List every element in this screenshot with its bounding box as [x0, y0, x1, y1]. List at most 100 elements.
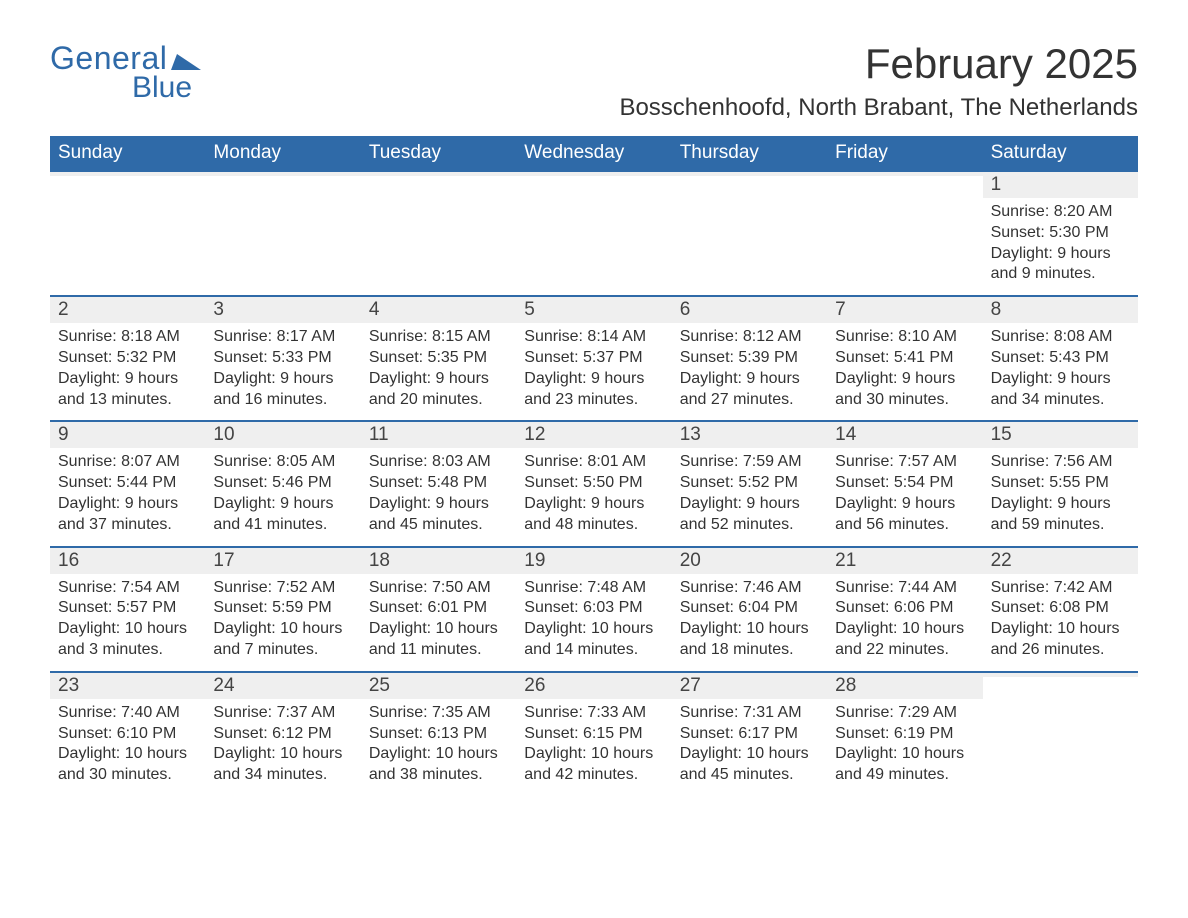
- day-cell: 17Sunrise: 7:52 AMSunset: 5:59 PMDayligh…: [205, 548, 360, 671]
- day-body: Sunrise: 7:31 AMSunset: 6:17 PMDaylight:…: [672, 699, 827, 796]
- day-body: Sunrise: 7:57 AMSunset: 5:54 PMDaylight:…: [827, 448, 982, 545]
- calendar: Sunday Monday Tuesday Wednesday Thursday…: [50, 136, 1138, 796]
- day-body: Sunrise: 8:20 AMSunset: 5:30 PMDaylight:…: [983, 198, 1138, 295]
- sunrise-text: Sunrise: 7:56 AM: [991, 452, 1130, 473]
- day-body: Sunrise: 7:40 AMSunset: 6:10 PMDaylight:…: [50, 699, 205, 796]
- daynum-bar: 3: [205, 297, 360, 323]
- day-cell: 13Sunrise: 7:59 AMSunset: 5:52 PMDayligh…: [672, 422, 827, 545]
- sunrise-text: Sunrise: 7:52 AM: [213, 578, 352, 599]
- day-number: 18: [361, 548, 516, 574]
- daynum-bar: 10: [205, 422, 360, 448]
- day-body: Sunrise: 7:35 AMSunset: 6:13 PMDaylight:…: [361, 699, 516, 796]
- day-number: 23: [50, 673, 205, 699]
- day-number: 16: [50, 548, 205, 574]
- day-body: Sunrise: 7:46 AMSunset: 6:04 PMDaylight:…: [672, 574, 827, 671]
- sunrise-text: Sunrise: 8:10 AM: [835, 327, 974, 348]
- day-cell: 2Sunrise: 8:18 AMSunset: 5:32 PMDaylight…: [50, 297, 205, 420]
- day-number: 28: [827, 673, 982, 699]
- day-cell: [205, 172, 360, 295]
- day-number: 13: [672, 422, 827, 448]
- daynum-bar: 24: [205, 673, 360, 699]
- day-cell: 16Sunrise: 7:54 AMSunset: 5:57 PMDayligh…: [50, 548, 205, 671]
- daylight-text: Daylight: 10 hours and 3 minutes.: [58, 619, 197, 661]
- sunrise-text: Sunrise: 7:44 AM: [835, 578, 974, 599]
- day-body: Sunrise: 8:10 AMSunset: 5:41 PMDaylight:…: [827, 323, 982, 420]
- sunset-text: Sunset: 5:55 PM: [991, 473, 1130, 494]
- day-number: 5: [516, 297, 671, 323]
- sunset-text: Sunset: 6:01 PM: [369, 598, 508, 619]
- day-cell: 27Sunrise: 7:31 AMSunset: 6:17 PMDayligh…: [672, 673, 827, 796]
- day-number: 7: [827, 297, 982, 323]
- sunset-text: Sunset: 6:10 PM: [58, 724, 197, 745]
- daynum-bar: 7: [827, 297, 982, 323]
- day-body: Sunrise: 7:33 AMSunset: 6:15 PMDaylight:…: [516, 699, 671, 796]
- daynum-bar: 13: [672, 422, 827, 448]
- daynum-bar: 8: [983, 297, 1138, 323]
- daylight-text: Daylight: 9 hours and 45 minutes.: [369, 494, 508, 536]
- sunrise-text: Sunrise: 8:03 AM: [369, 452, 508, 473]
- daynum-bar: 18: [361, 548, 516, 574]
- daynum-bar: 23: [50, 673, 205, 699]
- daynum-bar: 14: [827, 422, 982, 448]
- logo: General Blue: [50, 40, 201, 105]
- day-number: 22: [983, 548, 1138, 574]
- daylight-text: Daylight: 9 hours and 13 minutes.: [58, 369, 197, 411]
- day-body: Sunrise: 8:15 AMSunset: 5:35 PMDaylight:…: [361, 323, 516, 420]
- day-cell: 15Sunrise: 7:56 AMSunset: 5:55 PMDayligh…: [983, 422, 1138, 545]
- sunset-text: Sunset: 5:48 PM: [369, 473, 508, 494]
- day-body: Sunrise: 8:01 AMSunset: 5:50 PMDaylight:…: [516, 448, 671, 545]
- day-body: Sunrise: 7:50 AMSunset: 6:01 PMDaylight:…: [361, 574, 516, 671]
- sunrise-text: Sunrise: 7:40 AM: [58, 703, 197, 724]
- daylight-text: Daylight: 9 hours and 16 minutes.: [213, 369, 352, 411]
- flag-icon: [171, 48, 201, 70]
- daylight-text: Daylight: 10 hours and 30 minutes.: [58, 744, 197, 786]
- day-cell: 1Sunrise: 8:20 AMSunset: 5:30 PMDaylight…: [983, 172, 1138, 295]
- sunset-text: Sunset: 5:50 PM: [524, 473, 663, 494]
- sunset-text: Sunset: 5:59 PM: [213, 598, 352, 619]
- daylight-text: Daylight: 9 hours and 56 minutes.: [835, 494, 974, 536]
- daylight-text: Daylight: 9 hours and 41 minutes.: [213, 494, 352, 536]
- daynum-bar: 25: [361, 673, 516, 699]
- day-number: 19: [516, 548, 671, 574]
- daylight-text: Daylight: 9 hours and 52 minutes.: [680, 494, 819, 536]
- day-cell: 18Sunrise: 7:50 AMSunset: 6:01 PMDayligh…: [361, 548, 516, 671]
- day-cell: 3Sunrise: 8:17 AMSunset: 5:33 PMDaylight…: [205, 297, 360, 420]
- day-cell: [361, 172, 516, 295]
- sunrise-text: Sunrise: 8:05 AM: [213, 452, 352, 473]
- sunrise-text: Sunrise: 7:57 AM: [835, 452, 974, 473]
- sunset-text: Sunset: 5:52 PM: [680, 473, 819, 494]
- day-cell: 10Sunrise: 8:05 AMSunset: 5:46 PMDayligh…: [205, 422, 360, 545]
- sunset-text: Sunset: 5:44 PM: [58, 473, 197, 494]
- daylight-text: Daylight: 9 hours and 23 minutes.: [524, 369, 663, 411]
- day-body: [983, 677, 1138, 691]
- location-subtitle: Bosschenhoofd, North Brabant, The Nether…: [619, 94, 1138, 122]
- sunset-text: Sunset: 6:03 PM: [524, 598, 663, 619]
- day-number: 10: [205, 422, 360, 448]
- daynum-bar: 20: [672, 548, 827, 574]
- day-cell: [827, 172, 982, 295]
- daylight-text: Daylight: 9 hours and 34 minutes.: [991, 369, 1130, 411]
- sunrise-text: Sunrise: 8:20 AM: [991, 202, 1130, 223]
- sunset-text: Sunset: 5:33 PM: [213, 348, 352, 369]
- day-body: Sunrise: 8:17 AMSunset: 5:33 PMDaylight:…: [205, 323, 360, 420]
- day-number: 6: [672, 297, 827, 323]
- sunset-text: Sunset: 5:39 PM: [680, 348, 819, 369]
- sunrise-text: Sunrise: 7:29 AM: [835, 703, 974, 724]
- day-number: 27: [672, 673, 827, 699]
- logo-blue-text: Blue: [132, 71, 192, 105]
- sunset-text: Sunset: 6:19 PM: [835, 724, 974, 745]
- day-number: 8: [983, 297, 1138, 323]
- daylight-text: Daylight: 10 hours and 34 minutes.: [213, 744, 352, 786]
- day-body: [50, 176, 205, 190]
- sunset-text: Sunset: 5:54 PM: [835, 473, 974, 494]
- day-cell: 14Sunrise: 7:57 AMSunset: 5:54 PMDayligh…: [827, 422, 982, 545]
- sunset-text: Sunset: 5:37 PM: [524, 348, 663, 369]
- sunset-text: Sunset: 6:06 PM: [835, 598, 974, 619]
- daynum-bar: 28: [827, 673, 982, 699]
- day-body: Sunrise: 8:03 AMSunset: 5:48 PMDaylight:…: [361, 448, 516, 545]
- day-number: 21: [827, 548, 982, 574]
- day-cell: 20Sunrise: 7:46 AMSunset: 6:04 PMDayligh…: [672, 548, 827, 671]
- day-cell: 24Sunrise: 7:37 AMSunset: 6:12 PMDayligh…: [205, 673, 360, 796]
- day-number: 4: [361, 297, 516, 323]
- day-cell: 26Sunrise: 7:33 AMSunset: 6:15 PMDayligh…: [516, 673, 671, 796]
